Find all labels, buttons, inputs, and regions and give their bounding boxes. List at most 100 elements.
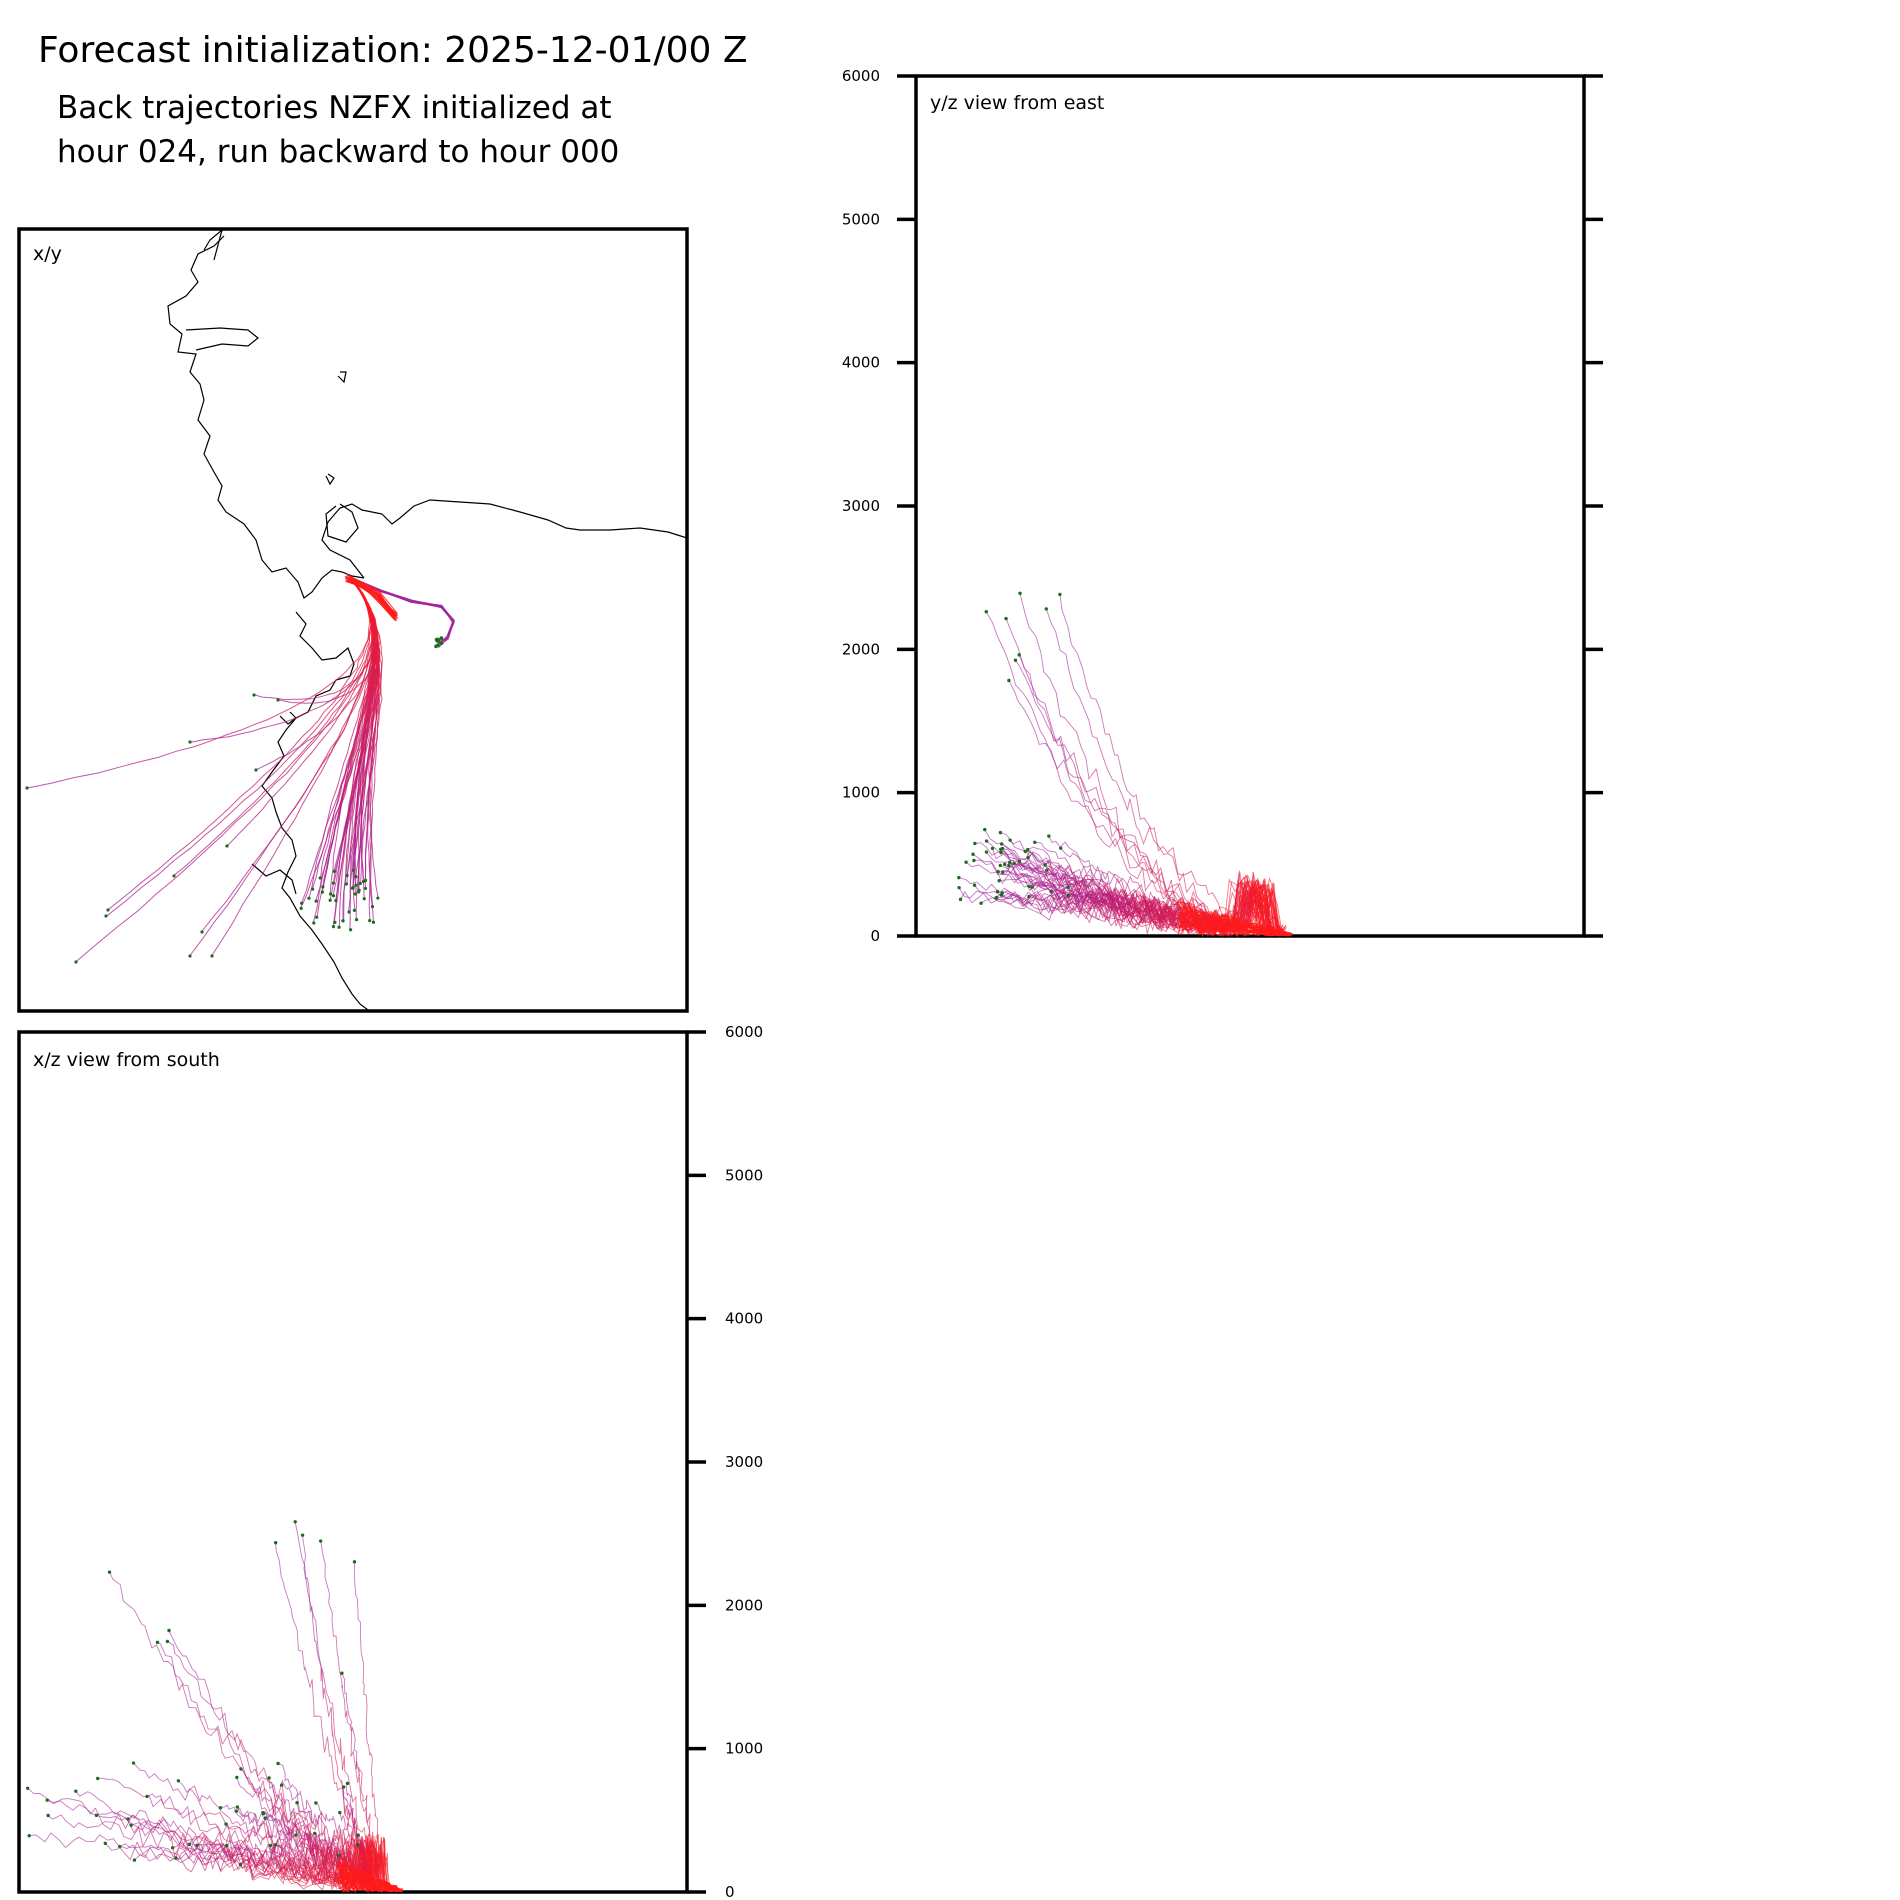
- trajectory-segment: [328, 1593, 337, 1637]
- trajectory-start-point: [1043, 863, 1047, 867]
- trajectory-segment: [249, 1788, 266, 1810]
- trajectory-segment: [1061, 886, 1093, 903]
- trajectory-segment: [227, 809, 263, 847]
- trajectory-segment: [239, 1851, 276, 1877]
- trajectory-start-point: [314, 1801, 318, 1805]
- trajectory-segment: [216, 1728, 242, 1769]
- trajectory-start-point: [165, 1639, 170, 1644]
- trajectory-segment: [958, 877, 993, 891]
- trajectory-segment: [1095, 768, 1121, 838]
- trajectory-segment: [362, 724, 369, 759]
- trajectory-segment: [345, 579, 396, 616]
- trajectory-segment: [373, 616, 379, 637]
- trajectory-segment: [1054, 883, 1082, 907]
- trajectory-segment: [153, 1818, 181, 1833]
- trajectory-segment: [352, 723, 363, 759]
- trajectory-segment: [349, 575, 397, 618]
- trajectory-segment: [351, 1795, 363, 1833]
- trajectory-segment: [1039, 873, 1068, 885]
- trajectory-segment: [305, 1577, 317, 1621]
- trajectory-segment: [107, 855, 175, 911]
- trajectory-segment: [1177, 911, 1289, 937]
- trajectory-segment: [102, 1801, 135, 1819]
- trajectory-segment: [333, 836, 344, 883]
- trajectory-segment: [360, 1799, 371, 1833]
- trajectory-segment: [144, 1819, 180, 1847]
- trajectory-segment: [362, 641, 370, 666]
- trajectory-start-point: [353, 892, 357, 896]
- trajectory-segment: [157, 1641, 180, 1678]
- trajectory-segment: [231, 1730, 256, 1774]
- coastline-segment: [325, 473, 335, 486]
- trajectory-start-point: [984, 610, 988, 614]
- trajectory-segment: [190, 1811, 216, 1826]
- trajectory-segment: [354, 1817, 357, 1844]
- trajectory-segment: [370, 1774, 377, 1816]
- trajectory-start-point: [300, 1533, 305, 1537]
- trajectory-start-point: [370, 904, 375, 909]
- trajectory-segment: [194, 724, 255, 748]
- trajectory-segment: [345, 1783, 352, 1798]
- trajectory-segment: [357, 1606, 362, 1653]
- trajectory-segment: [154, 1822, 184, 1848]
- trajectory-segment: [233, 1826, 260, 1844]
- trajectory-segment: [367, 695, 374, 730]
- trajectory-start-point: [964, 860, 968, 864]
- yz-profile-label: y/z view from east: [930, 92, 1104, 114]
- trajectory-segment: [1001, 843, 1029, 860]
- trajectory-segment: [324, 814, 337, 866]
- trajectory-segment: [264, 1816, 277, 1823]
- trajectory-segment: [341, 803, 350, 850]
- trajectory-segment: [1060, 781, 1088, 807]
- trajectory-segment: [252, 1813, 270, 1838]
- trajectory-segment: [269, 1861, 300, 1885]
- trajectory-segment: [318, 1836, 331, 1861]
- trajectory-start-point: [224, 1822, 228, 1826]
- trajectory-start-point: [998, 830, 1003, 835]
- trajectory-segment: [1027, 846, 1052, 863]
- axis-tick-label: 6000: [725, 1023, 763, 1041]
- trajectory-segment: [1152, 898, 1177, 924]
- trajectory-segment: [275, 1871, 312, 1890]
- trajectory-segment: [1015, 660, 1043, 715]
- trajectory-segment: [305, 701, 329, 704]
- subtitle-line-2: hour 024, run backward to hour 000: [57, 134, 620, 170]
- trajectory-start-point: [74, 960, 78, 964]
- trajectory-segment: [315, 702, 345, 741]
- trajectory-segment: [372, 727, 376, 765]
- trajectory-start-point: [376, 896, 380, 900]
- trajectory-segment: [322, 1670, 333, 1704]
- trajectory-segment: [189, 1844, 217, 1854]
- trajectory-segment: [1070, 725, 1097, 780]
- trajectory-segment: [1020, 897, 1054, 915]
- trajectory-segment: [1186, 881, 1211, 917]
- trajectory-segment: [309, 1823, 320, 1847]
- trajectory-start-point: [434, 644, 438, 649]
- trajectory-segment: [264, 1802, 280, 1827]
- trajectory-segment: [132, 1844, 161, 1859]
- trajectory-segment: [1019, 593, 1045, 672]
- trajectory-segment: [284, 698, 313, 701]
- trajectory-start-point: [106, 908, 110, 912]
- trajectory-segment: [1065, 896, 1096, 919]
- trajectory-segment: [268, 1855, 297, 1872]
- trajectory-segment: [360, 670, 371, 684]
- trajectory-segment: [1126, 790, 1152, 830]
- trajectory-segment: [338, 667, 358, 697]
- trajectory-start-point: [995, 895, 999, 900]
- trajectory-segment: [1068, 893, 1092, 899]
- trajectory-segment: [29, 1832, 66, 1848]
- trajectory-segment: [242, 1860, 271, 1879]
- trajectory-segment: [146, 1793, 171, 1805]
- trajectory-segment: [328, 804, 343, 851]
- trajectory-segment: [358, 731, 366, 771]
- trajectory-segment: [94, 1807, 133, 1831]
- trajectory-segment: [365, 1694, 368, 1744]
- trajectory-segment: [192, 1668, 213, 1708]
- trajectory-segment: [1163, 853, 1188, 893]
- trajectory-segment: [1128, 893, 1152, 920]
- trajectory-segment: [368, 864, 374, 923]
- trajectory-segment: [288, 1800, 300, 1827]
- trajectory-segment: [277, 1763, 289, 1782]
- trajectory-start-point: [263, 1816, 267, 1821]
